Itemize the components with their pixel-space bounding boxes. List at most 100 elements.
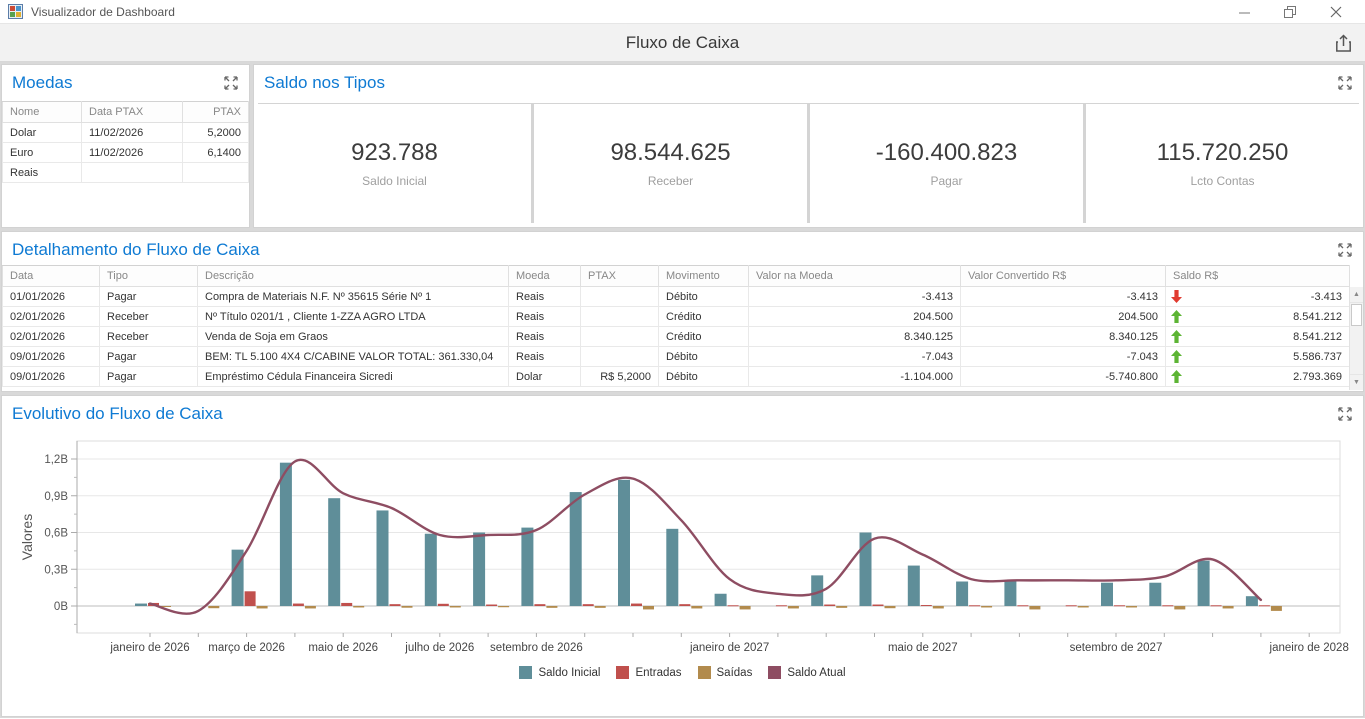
bar-saidas[interactable]	[1174, 606, 1186, 610]
legend-item[interactable]: Saldo Atual	[768, 666, 846, 679]
bar-entradas[interactable]	[727, 605, 739, 607]
column-header[interactable]: Valor na Moeda	[748, 265, 961, 287]
bar-entradas[interactable]	[389, 604, 401, 606]
table-row[interactable]: 02/01/2026 Receber Nº Título 0201/1 , Clie…	[2, 306, 1350, 327]
bar-saidas[interactable]	[836, 606, 848, 608]
bar-saldo-inicial[interactable]	[521, 527, 534, 606]
bar-entradas[interactable]	[969, 605, 981, 607]
column-header[interactable]: Moeda	[508, 265, 581, 287]
bar-saidas[interactable]	[353, 606, 365, 608]
moedas-row[interactable]: Reais	[2, 162, 249, 183]
line-saldo-atual[interactable]	[148, 458, 1263, 615]
bar-saidas[interactable]	[546, 606, 558, 608]
legend-item[interactable]: Saídas	[697, 666, 752, 679]
scrollbar-thumb[interactable]	[1351, 304, 1362, 326]
export-button[interactable]	[1329, 29, 1357, 57]
bar-entradas[interactable]	[775, 605, 787, 607]
bar-saldo-inicial[interactable]	[231, 549, 244, 606]
bar-entradas[interactable]	[292, 603, 304, 606]
bar-saidas[interactable]	[691, 606, 703, 609]
bar-saldo-inicial[interactable]	[135, 603, 147, 606]
minimize-button[interactable]	[1221, 0, 1267, 24]
bar-saidas[interactable]	[1077, 606, 1089, 608]
bar-entradas[interactable]	[1210, 605, 1222, 607]
bar-saidas[interactable]	[1270, 606, 1282, 611]
column-header[interactable]: Tipo	[99, 265, 198, 287]
table-scrollbar[interactable]: ▲ ▼	[1349, 287, 1363, 390]
bar-saidas[interactable]	[884, 606, 896, 609]
kpi-card[interactable]: 923.788 Saldo Inicial	[258, 104, 531, 223]
bar-entradas[interactable]	[437, 603, 449, 606]
bar-entradas[interactable]	[1114, 605, 1125, 607]
bar-entradas[interactable]	[679, 604, 691, 606]
bar-entradas[interactable]	[872, 604, 884, 606]
legend-item[interactable]: Saldo Inicial	[519, 666, 600, 679]
bar-saidas[interactable]	[498, 606, 510, 608]
scroll-down-arrow[interactable]: ▼	[1350, 374, 1363, 390]
bar-entradas[interactable]	[631, 603, 642, 606]
scroll-up-arrow[interactable]: ▲	[1350, 287, 1363, 303]
kpi-card[interactable]: 98.544.625 Receber	[534, 104, 807, 223]
bar-saldo-inicial[interactable]	[1149, 582, 1162, 606]
bar-saidas[interactable]	[160, 606, 171, 607]
bar-saldo-inicial[interactable]	[1004, 581, 1017, 607]
bar-saldo-inicial[interactable]	[859, 532, 872, 607]
table-row[interactable]: 09/01/2026 Pagar BEM: TL 5.100 4X4 C/CABIN…	[2, 346, 1350, 367]
bar-entradas[interactable]	[341, 602, 353, 606]
bar-saldo-inicial[interactable]	[1101, 582, 1113, 606]
bar-saldo-inicial[interactable]	[714, 593, 727, 606]
bar-saldo-inicial[interactable]	[811, 575, 824, 606]
bar-saidas[interactable]	[594, 606, 606, 608]
bar-saidas[interactable]	[208, 606, 220, 609]
kpi-card[interactable]: 115.720.250 Lcto Contas	[1086, 104, 1359, 223]
table-row[interactable]: 02/01/2026 Receber Venda de Soja em Graos R…	[2, 326, 1350, 347]
bar-saldo-inicial[interactable]	[907, 565, 920, 606]
column-header[interactable]: Data PTAX	[81, 101, 183, 123]
column-header[interactable]: Descrição	[197, 265, 509, 287]
bar-entradas[interactable]	[534, 604, 546, 606]
bar-entradas[interactable]	[582, 604, 594, 606]
bar-entradas[interactable]	[920, 605, 932, 607]
bar-saldo-inicial[interactable]	[569, 492, 582, 606]
bar-saidas[interactable]	[643, 606, 654, 610]
column-header[interactable]: Movimento	[658, 265, 749, 287]
bar-saidas[interactable]	[304, 606, 316, 609]
bar-entradas[interactable]	[1065, 605, 1077, 607]
kpi-card[interactable]: -160.400.823 Pagar	[810, 104, 1083, 223]
bar-saidas[interactable]	[1029, 606, 1041, 610]
bar-saldo-inicial[interactable]	[279, 462, 292, 606]
table-row[interactable]: 01/01/2026 Pagar Compra de Materiais N.F. …	[2, 286, 1350, 307]
bar-saldo-inicial[interactable]	[473, 532, 486, 607]
bar-saidas[interactable]	[932, 606, 944, 609]
column-header[interactable]: Saldo R$	[1165, 265, 1350, 287]
maximize-icon[interactable]	[1337, 242, 1353, 258]
bar-saldo-inicial[interactable]	[424, 533, 437, 606]
bar-saldo-inicial[interactable]	[328, 498, 341, 606]
bar-saidas[interactable]	[1126, 606, 1137, 608]
close-button[interactable]	[1313, 0, 1359, 24]
bar-saldo-inicial[interactable]	[376, 510, 389, 606]
moedas-row[interactable]: Euro 11/02/2026 6,1400	[2, 142, 249, 163]
legend-item[interactable]: Entradas	[616, 666, 682, 679]
bar-saidas[interactable]	[1222, 606, 1234, 609]
column-header[interactable]: Nome	[2, 101, 82, 123]
column-header[interactable]: PTAX	[580, 265, 659, 287]
moedas-row[interactable]: Dolar 11/02/2026 5,2000	[2, 122, 249, 143]
maximize-icon[interactable]	[1337, 406, 1353, 422]
table-row[interactable]: 09/01/2026 Pagar Empréstimo Cédula Finance…	[2, 366, 1350, 387]
bar-entradas[interactable]	[1258, 605, 1270, 607]
maximize-icon[interactable]	[223, 75, 239, 91]
bar-saldo-inicial[interactable]	[618, 479, 630, 606]
bar-saidas[interactable]	[739, 606, 751, 610]
bar-saidas[interactable]	[401, 606, 413, 608]
column-header[interactable]: Valor Convertido R$	[960, 265, 1166, 287]
column-header[interactable]: PTAX	[182, 101, 249, 123]
evolutivo-chart-canvas[interactable]: 0B 0,3B 0,6B 0,9B 1,2B janeiro de 2026 março d…	[2, 431, 1363, 663]
bar-saidas[interactable]	[787, 606, 799, 609]
bar-entradas[interactable]	[486, 604, 498, 606]
bar-saldo-inicial[interactable]	[666, 528, 679, 606]
column-header[interactable]: Data	[2, 265, 100, 287]
bar-saldo-inicial[interactable]	[1245, 596, 1258, 606]
bar-entradas[interactable]	[1162, 605, 1174, 607]
bar-saldo-inicial[interactable]	[956, 581, 969, 607]
